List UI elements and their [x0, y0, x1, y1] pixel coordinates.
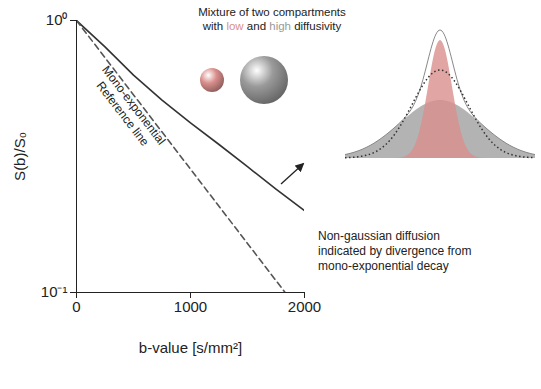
- svg-text:Mixture of two compartmentswit: Mixture of two compartmentswith low and …: [198, 6, 346, 32]
- svg-text:S(b)/S₀: S(b)/S₀: [11, 132, 28, 181]
- svg-text:10⁻¹: 10⁻¹: [41, 283, 68, 300]
- svg-text:Non-gaussian diffusionindicate: Non-gaussian diffusionindicated by diver…: [318, 229, 471, 273]
- svg-text:10⁰: 10⁰: [46, 11, 68, 28]
- svg-text:b-value [s/mm²]: b-value [s/mm²]: [139, 339, 242, 356]
- svg-text:Mono-exponentialReference line: Mono-exponentialReference line: [88, 63, 168, 156]
- svg-text:0: 0: [72, 298, 80, 315]
- svg-text:1000: 1000: [174, 298, 207, 315]
- svg-text:2000: 2000: [288, 298, 321, 315]
